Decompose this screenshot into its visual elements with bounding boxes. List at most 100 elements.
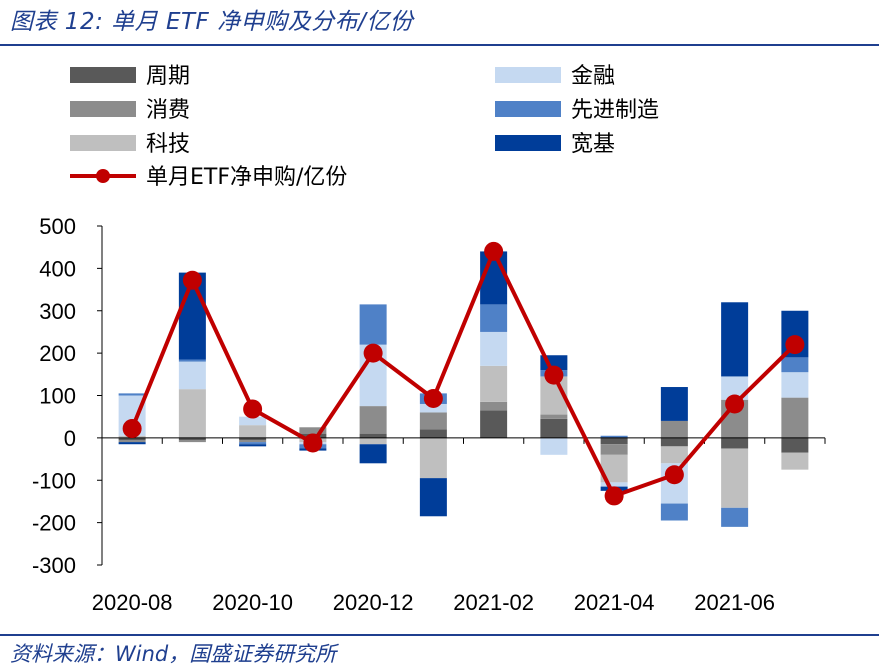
bar-segment — [419, 429, 447, 438]
source-note: 资料来源：Wind，国盛证券研究所 — [10, 642, 337, 666]
y-tick-label: -200 — [32, 511, 76, 536]
line-point — [725, 394, 745, 414]
bar-segment — [781, 452, 809, 470]
bar-segment — [419, 412, 447, 430]
x-tick-label: 2021-06 — [694, 590, 775, 615]
bar-segment — [600, 482, 628, 487]
bar-segment — [480, 331, 508, 366]
legend-swatch-6 — [495, 135, 561, 151]
legend-line-label: 单月ETF净申购/亿份 — [146, 165, 347, 190]
bar-segment — [781, 372, 809, 398]
line-point — [423, 388, 443, 408]
bar-segment — [600, 435, 628, 438]
legend-line-marker — [96, 169, 110, 183]
y-tick-label: -300 — [32, 553, 76, 578]
bar-segment — [118, 437, 146, 440]
bar-segment — [660, 503, 688, 521]
bar-segment — [721, 302, 749, 377]
legend-swatch-1 — [70, 67, 136, 83]
y-tick-label: 100 — [39, 384, 76, 409]
bar-segment — [118, 442, 146, 445]
y-tick-label: 500 — [39, 214, 76, 239]
bar-segment — [359, 437, 387, 445]
x-tick-label: 2020-12 — [333, 590, 414, 615]
bar-segment — [118, 439, 146, 443]
bar-segment — [419, 403, 447, 413]
line-point — [664, 465, 684, 485]
line-point — [785, 335, 805, 355]
legend-swatch-3 — [70, 135, 136, 151]
bar-segment — [721, 437, 749, 449]
bar-segment — [239, 442, 267, 445]
bar-segment — [480, 365, 508, 402]
bar-segment — [178, 389, 206, 438]
legend-label-1: 周期 — [146, 64, 190, 89]
x-tick-label: 2020-08 — [92, 590, 173, 615]
line-point — [544, 365, 564, 385]
bar-segment — [600, 444, 628, 455]
y-tick-label: 0 — [64, 426, 76, 451]
bar-segment — [239, 444, 267, 447]
bar-segment — [178, 439, 206, 443]
bar-segment — [359, 406, 387, 434]
legend-label-6: 宽基 — [571, 132, 615, 157]
line-point — [122, 419, 142, 439]
bar-segment — [419, 478, 447, 517]
legend-label-5: 先进制造 — [571, 98, 659, 123]
line-point — [243, 399, 263, 419]
bar-segment — [480, 304, 508, 332]
bar-segment — [118, 393, 146, 396]
source-rule — [0, 634, 879, 636]
bar-segment — [721, 448, 749, 508]
title-rule — [0, 44, 879, 46]
y-tick-label: 300 — [39, 299, 76, 324]
bar-segment — [359, 304, 387, 345]
bar-segment — [359, 444, 387, 464]
legend-swatch-4 — [495, 67, 561, 83]
bar-segment — [239, 437, 267, 440]
bar-segment — [721, 376, 749, 400]
legend-label-3: 科技 — [146, 132, 190, 157]
net-subscription-line — [130, 249, 797, 498]
y-tick-label: 200 — [39, 341, 76, 366]
bar-segment — [721, 507, 749, 527]
bar-segment — [480, 401, 508, 411]
bar-segment — [178, 437, 206, 440]
bar-segment — [600, 437, 628, 445]
legend-swatch-5 — [495, 101, 561, 117]
legend-label-2: 消费 — [146, 98, 190, 123]
bar-segment — [540, 414, 568, 419]
bar-segment — [781, 437, 809, 453]
bar-segment — [781, 357, 809, 373]
line-point — [604, 486, 624, 506]
bar-segment — [540, 437, 568, 455]
bar-segment — [419, 437, 447, 479]
x-tick-label: 2021-04 — [574, 590, 655, 615]
bar-segment — [239, 439, 267, 443]
bar-segment — [178, 359, 206, 362]
bar-segment — [178, 361, 206, 390]
line-point — [484, 241, 504, 261]
bar-segment — [359, 433, 387, 438]
bar-segment — [660, 437, 688, 447]
line-point — [363, 343, 383, 363]
bar-segment — [239, 416, 267, 426]
bar-segment — [239, 425, 267, 438]
legend-swatch-2 — [70, 101, 136, 117]
bar-segment — [299, 427, 327, 434]
line-point — [182, 270, 202, 290]
x-tick-label: 2020-10 — [212, 590, 293, 615]
bar-segment — [540, 418, 568, 438]
line-point — [303, 433, 323, 453]
y-tick-label: 400 — [39, 256, 76, 281]
chart-title: 图表 12: 单月 ETF 净申购及分布/亿份 — [10, 9, 414, 35]
y-tick-label: -100 — [32, 468, 76, 493]
legend-label-4: 金融 — [571, 64, 615, 89]
bar-segment — [480, 410, 508, 438]
x-tick-label: 2021-02 — [453, 590, 534, 615]
bar-segment — [781, 397, 809, 438]
bar-segment — [660, 446, 688, 464]
bar-segment — [660, 420, 688, 438]
bar-segment — [660, 387, 688, 421]
